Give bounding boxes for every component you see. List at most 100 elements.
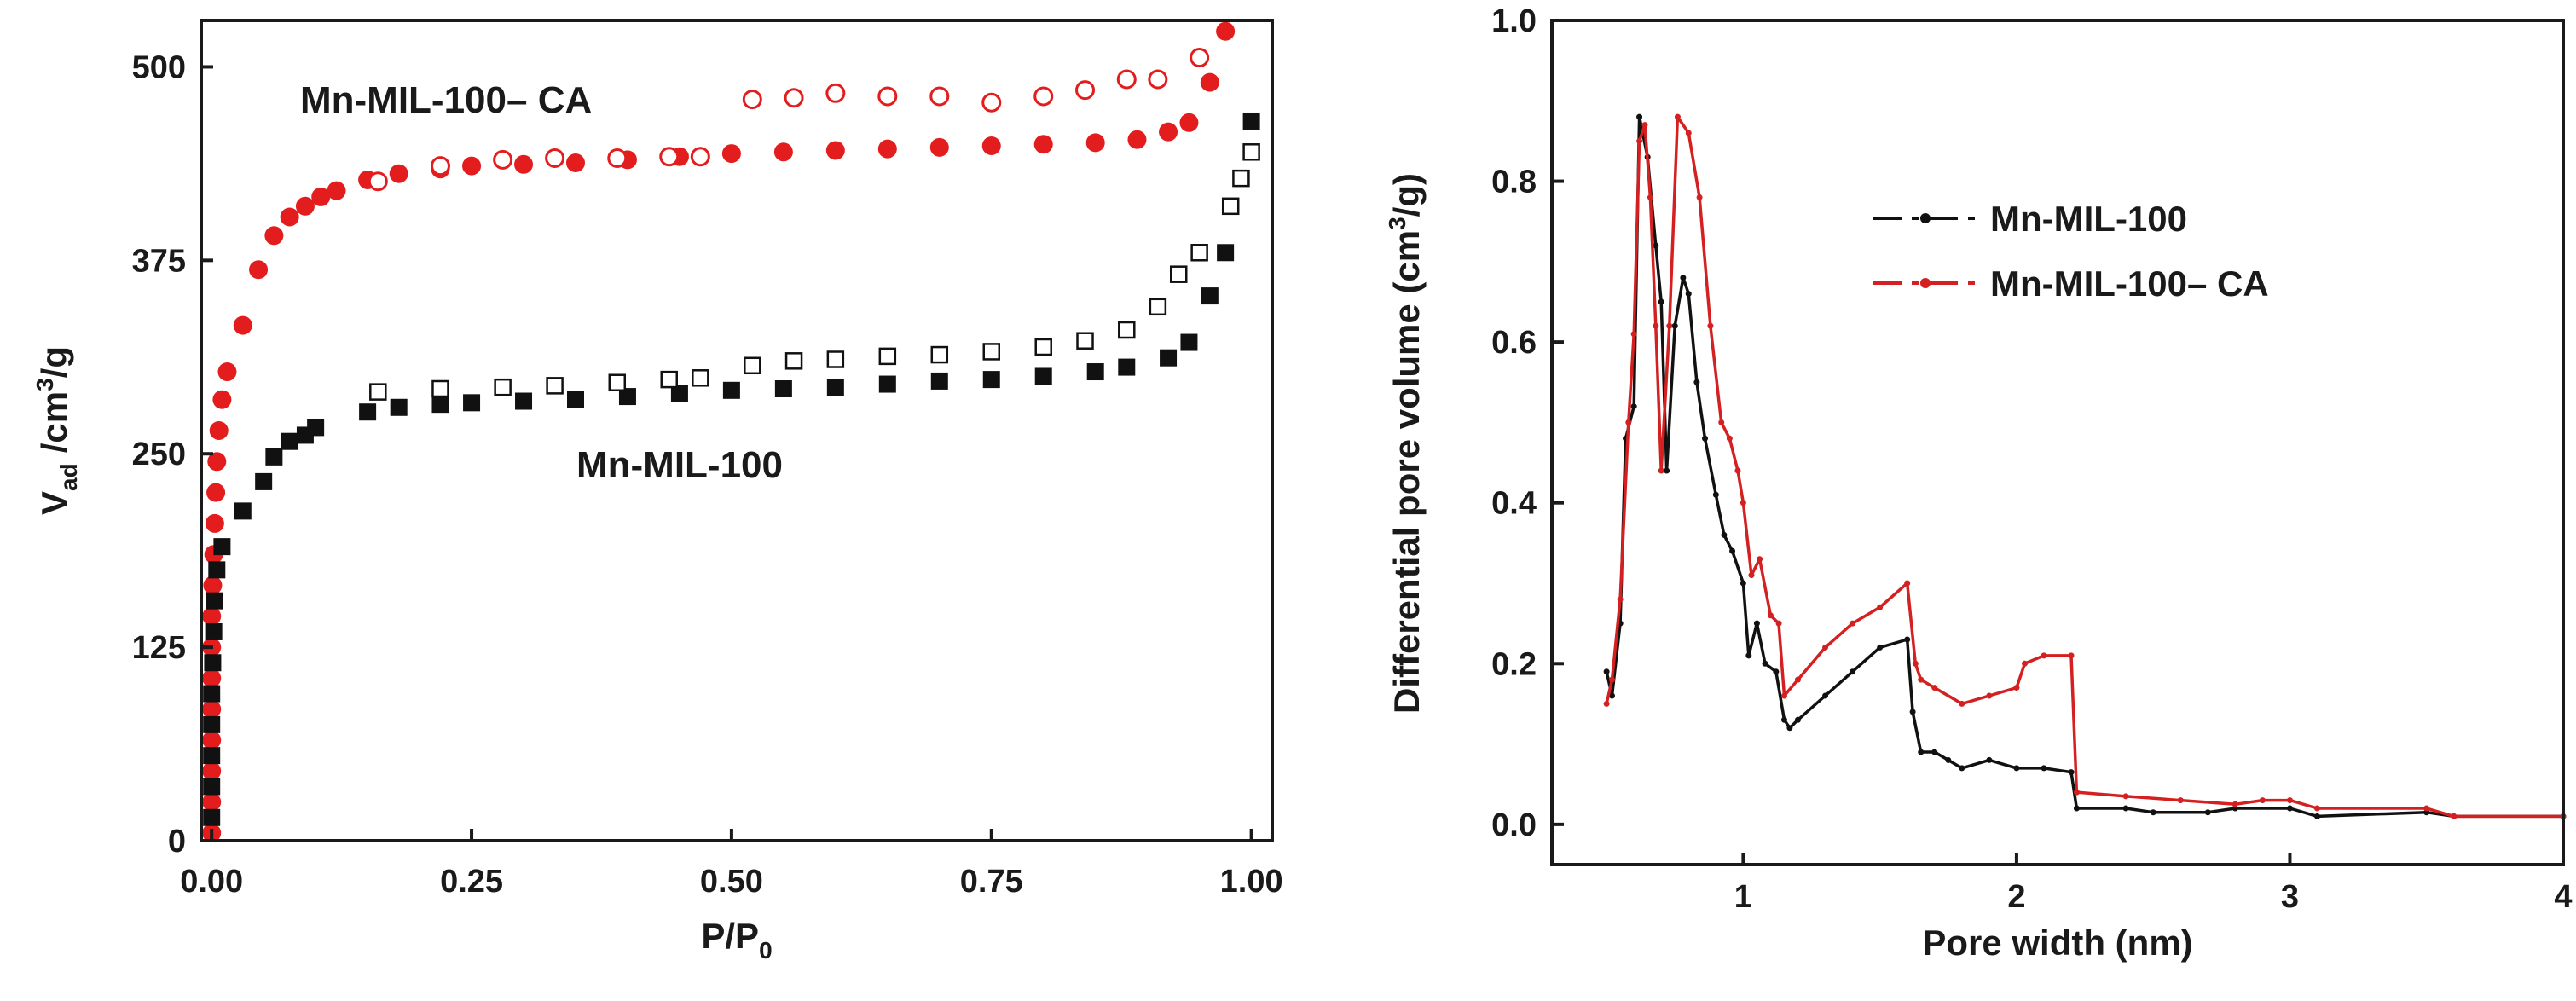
- left-x-title-sub: 0: [759, 937, 773, 963]
- point-mn-mil-100-ca-33: [1986, 692, 1993, 699]
- point-mn-mil-100-adsorption-16: [359, 403, 377, 421]
- isotherm-chart: 0.00 0.25 0.50 0.75 1.00 0 125 250 375 500 P/P 0 …: [32, 19, 1283, 963]
- left-y-tick-label-0: 0: [168, 824, 186, 859]
- right-y-axis-title: Differential pore volume (cm3/g): [1384, 173, 1427, 714]
- point-mn-mil-100-ca-37: [2068, 652, 2075, 659]
- point-mn-mil-100-ca-adsorption-31: [721, 144, 741, 164]
- point-mn-mil-100-ca-desorption-1: [430, 156, 450, 176]
- point-mn-mil-100-desorption-6: [692, 369, 709, 387]
- point-mn-mil-100-ca-desorption-14: [1075, 80, 1096, 101]
- point-mn-mil-100-9: [1664, 467, 1670, 474]
- point-mn-mil-100-ca-desorption-8: [784, 88, 804, 108]
- legend-marker-mn-mil-100: [1920, 213, 1931, 223]
- right-x-axis-title: Pore width (nm): [1922, 923, 2192, 963]
- point-mn-mil-100-ca-26: [1850, 620, 1856, 627]
- point-mn-mil-100-ca-desorption-9: [825, 83, 846, 103]
- left-x-ticks: 0.00 0.25 0.50 0.75 1.00: [180, 829, 1283, 900]
- point-mn-mil-100-adsorption-22: [618, 388, 636, 406]
- point-mn-mil-100-1: [1609, 692, 1616, 699]
- point-mn-mil-100-8: [1658, 298, 1664, 305]
- point-mn-mil-100-adsorption-37: [1242, 112, 1260, 130]
- point-mn-mil-100-ca-adsorption-22: [327, 181, 346, 200]
- right-legend: Mn-MIL-100 Mn-MIL-100– CA: [1873, 199, 2269, 304]
- point-mn-mil-100-adsorption-6: [205, 622, 223, 640]
- point-mn-mil-100-ca-adsorption-17: [249, 260, 269, 280]
- right-y-tick-label-5: 1.0: [1491, 3, 1537, 39]
- point-mn-mil-100-ca-adsorption-32: [773, 142, 793, 162]
- right-y-title-sup: 3: [1384, 217, 1410, 230]
- left-y-tick-label-3: 375: [132, 243, 186, 279]
- right-x-tick-label-1: 2: [2007, 879, 2025, 915]
- series-mn-mil-100-ca-adsorption: [202, 21, 1236, 842]
- point-mn-mil-100-ca-14: [1707, 322, 1714, 329]
- point-mn-mil-100-ca-28: [1904, 580, 1911, 587]
- point-mn-mil-100-ca-desorption-7: [742, 90, 762, 110]
- point-mn-mil-100-ca-adsorption-39: [1127, 130, 1147, 149]
- point-mn-mil-100-adsorption-5: [204, 654, 222, 672]
- left-x-title-main: P/P: [701, 916, 759, 956]
- point-mn-mil-100-ca-6: [1641, 122, 1648, 129]
- point-mn-mil-100-ca-29: [1912, 660, 1919, 667]
- point-mn-mil-100-ca-desorption-12: [981, 92, 1002, 113]
- point-mn-mil-100-desorption-0: [369, 383, 387, 401]
- point-mn-mil-100-ca-13: [1696, 194, 1703, 200]
- point-mn-mil-100-adsorption-9: [213, 538, 231, 556]
- point-mn-mil-100-31: [1918, 749, 1925, 755]
- point-mn-mil-100-desorption-11: [930, 345, 949, 364]
- left-x-tick-label-3: 0.75: [960, 864, 1023, 900]
- point-mn-mil-100-adsorption-8: [208, 561, 226, 579]
- left-y-tick-label-4: 500: [132, 49, 186, 85]
- point-mn-mil-100-ca-16: [1726, 435, 1733, 442]
- point-mn-mil-100-ca-22: [1775, 620, 1782, 627]
- point-mn-mil-100-40: [2122, 805, 2129, 812]
- point-mn-mil-100-desorption-13: [1034, 338, 1052, 356]
- point-mn-mil-100-ca-31: [1931, 685, 1938, 691]
- point-mn-mil-100-desorption-21: [1242, 143, 1260, 161]
- left-y-tick-label-2: 250: [132, 437, 186, 472]
- point-mn-mil-100-adsorption-23: [670, 385, 688, 402]
- point-mn-mil-100-ca-desorption-3: [545, 148, 565, 169]
- right-x-tick-label-2: 3: [2281, 879, 2299, 915]
- point-mn-mil-100-ca-desorption-0: [368, 171, 388, 192]
- point-mn-mil-100-36: [2013, 765, 2020, 772]
- left-y-title-unit: /cm: [34, 391, 74, 453]
- point-mn-mil-100-ca-adsorption-1: [202, 792, 222, 812]
- point-mn-mil-100-ca-19: [1748, 572, 1755, 579]
- left-x-axis-title: P/P0: [701, 916, 772, 963]
- right-y-tick-label-0: 0.0: [1491, 807, 1537, 843]
- point-mn-mil-100-ca-adsorption-40: [1159, 122, 1178, 142]
- point-mn-mil-100-ca-4: [1630, 331, 1637, 338]
- point-mn-mil-100-adsorption-21: [566, 391, 584, 408]
- point-mn-mil-100-ca-32: [1959, 700, 1965, 707]
- point-mn-mil-100-ca-12: [1685, 130, 1692, 136]
- point-mn-mil-100-adsorption-2: [203, 747, 221, 765]
- point-mn-mil-100-ca-adsorption-15: [217, 362, 237, 382]
- point-mn-mil-100-30: [1909, 709, 1916, 715]
- left-x-tick-label-4: 1.00: [1220, 864, 1283, 900]
- legend-label-mn-mil-100-ca: Mn-MIL-100– CA: [1990, 263, 2269, 304]
- point-mn-mil-100-ca-desorption-4: [607, 148, 628, 169]
- point-mn-mil-100-ca-24: [1794, 676, 1801, 683]
- point-mn-mil-100-18: [1740, 580, 1746, 587]
- point-mn-mil-100-ca-adsorption-7: [202, 606, 222, 626]
- point-mn-mil-100-10: [1671, 322, 1678, 329]
- point-mn-mil-100-ca-40: [2177, 797, 2184, 804]
- point-mn-mil-100-adsorption-35: [1201, 287, 1219, 305]
- point-mn-mil-100-22: [1773, 668, 1780, 675]
- point-mn-mil-100-ca-adsorption-16: [233, 315, 252, 335]
- point-mn-mil-100-desorption-9: [826, 350, 845, 368]
- series-mn-mil-100-ca: [1603, 113, 2567, 819]
- left-x-tick-label-2: 0.50: [700, 864, 763, 900]
- point-mn-mil-100-ca-adsorption-8: [203, 576, 223, 595]
- left-y-tick-label-1: 125: [132, 630, 186, 666]
- point-mn-mil-100-ca-adsorption-27: [514, 154, 534, 174]
- point-mn-mil-100-24: [1786, 725, 1793, 732]
- point-mn-mil-100-32: [1931, 749, 1938, 755]
- left-y-title-unit2: /g: [34, 346, 74, 378]
- point-mn-mil-100-ca-desorption-2: [493, 149, 513, 170]
- point-mn-mil-100-adsorption-31: [1086, 363, 1104, 381]
- point-mn-mil-100-desorption-16: [1149, 298, 1167, 316]
- point-mn-mil-100-ca-desorption-6: [690, 147, 710, 167]
- point-mn-mil-100-42: [2204, 809, 2211, 816]
- point-mn-mil-100-16: [1721, 531, 1728, 538]
